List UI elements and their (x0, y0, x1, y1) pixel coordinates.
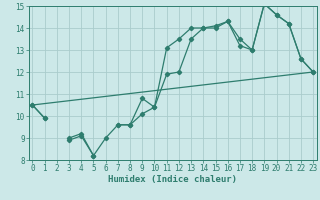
X-axis label: Humidex (Indice chaleur): Humidex (Indice chaleur) (108, 175, 237, 184)
